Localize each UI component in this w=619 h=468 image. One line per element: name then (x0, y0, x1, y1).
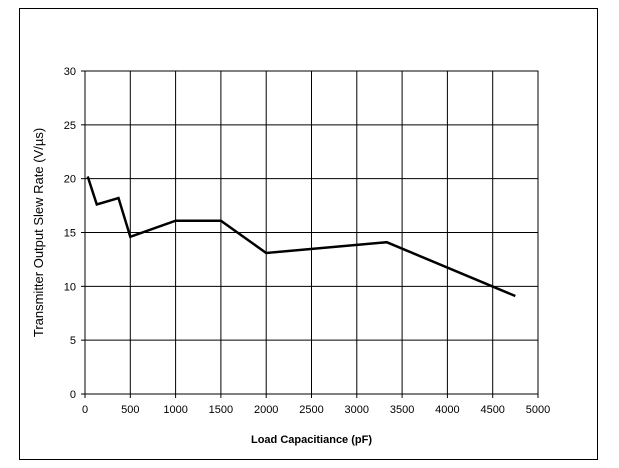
series-line (86, 176, 516, 298)
y-tick-label: 25 (64, 120, 76, 132)
x-tick-label: 5000 (526, 404, 550, 416)
y-tick-label: 0 (70, 389, 76, 401)
x-tick-label: 1000 (163, 404, 187, 416)
x-axis-ticks: 0 500 1000 1500 2000 2500 3000 3500 4000 4500 5000 (82, 394, 550, 416)
y-tick-label: 30 (64, 66, 76, 78)
y-tick-label: 20 (64, 174, 76, 186)
y-axis-ticks: 0 5 10 15 20 25 30 (64, 66, 85, 401)
y-tick-label: 10 (64, 281, 76, 293)
x-tick-label: 3000 (345, 404, 369, 416)
x-axis-title: Load Capacitiance (pF) (251, 434, 372, 446)
x-tick-label: 4000 (435, 404, 459, 416)
chart-frame (19, 8, 598, 460)
x-tick-label: 3500 (390, 404, 414, 416)
x-tick-label: 2500 (299, 404, 323, 416)
x-tick-label: 0 (82, 404, 88, 416)
x-tick-label: 4500 (480, 404, 504, 416)
y-axis-title: Transmitter Output Slew Rate (V/µs) (31, 128, 46, 337)
x-tick-label: 500 (121, 404, 139, 416)
y-tick-label: 15 (64, 228, 76, 240)
x-tick-label: 2000 (254, 404, 278, 416)
grid-lines (84, 70, 539, 395)
x-tick-label: 1500 (209, 404, 233, 416)
y-tick-label: 5 (70, 335, 76, 347)
